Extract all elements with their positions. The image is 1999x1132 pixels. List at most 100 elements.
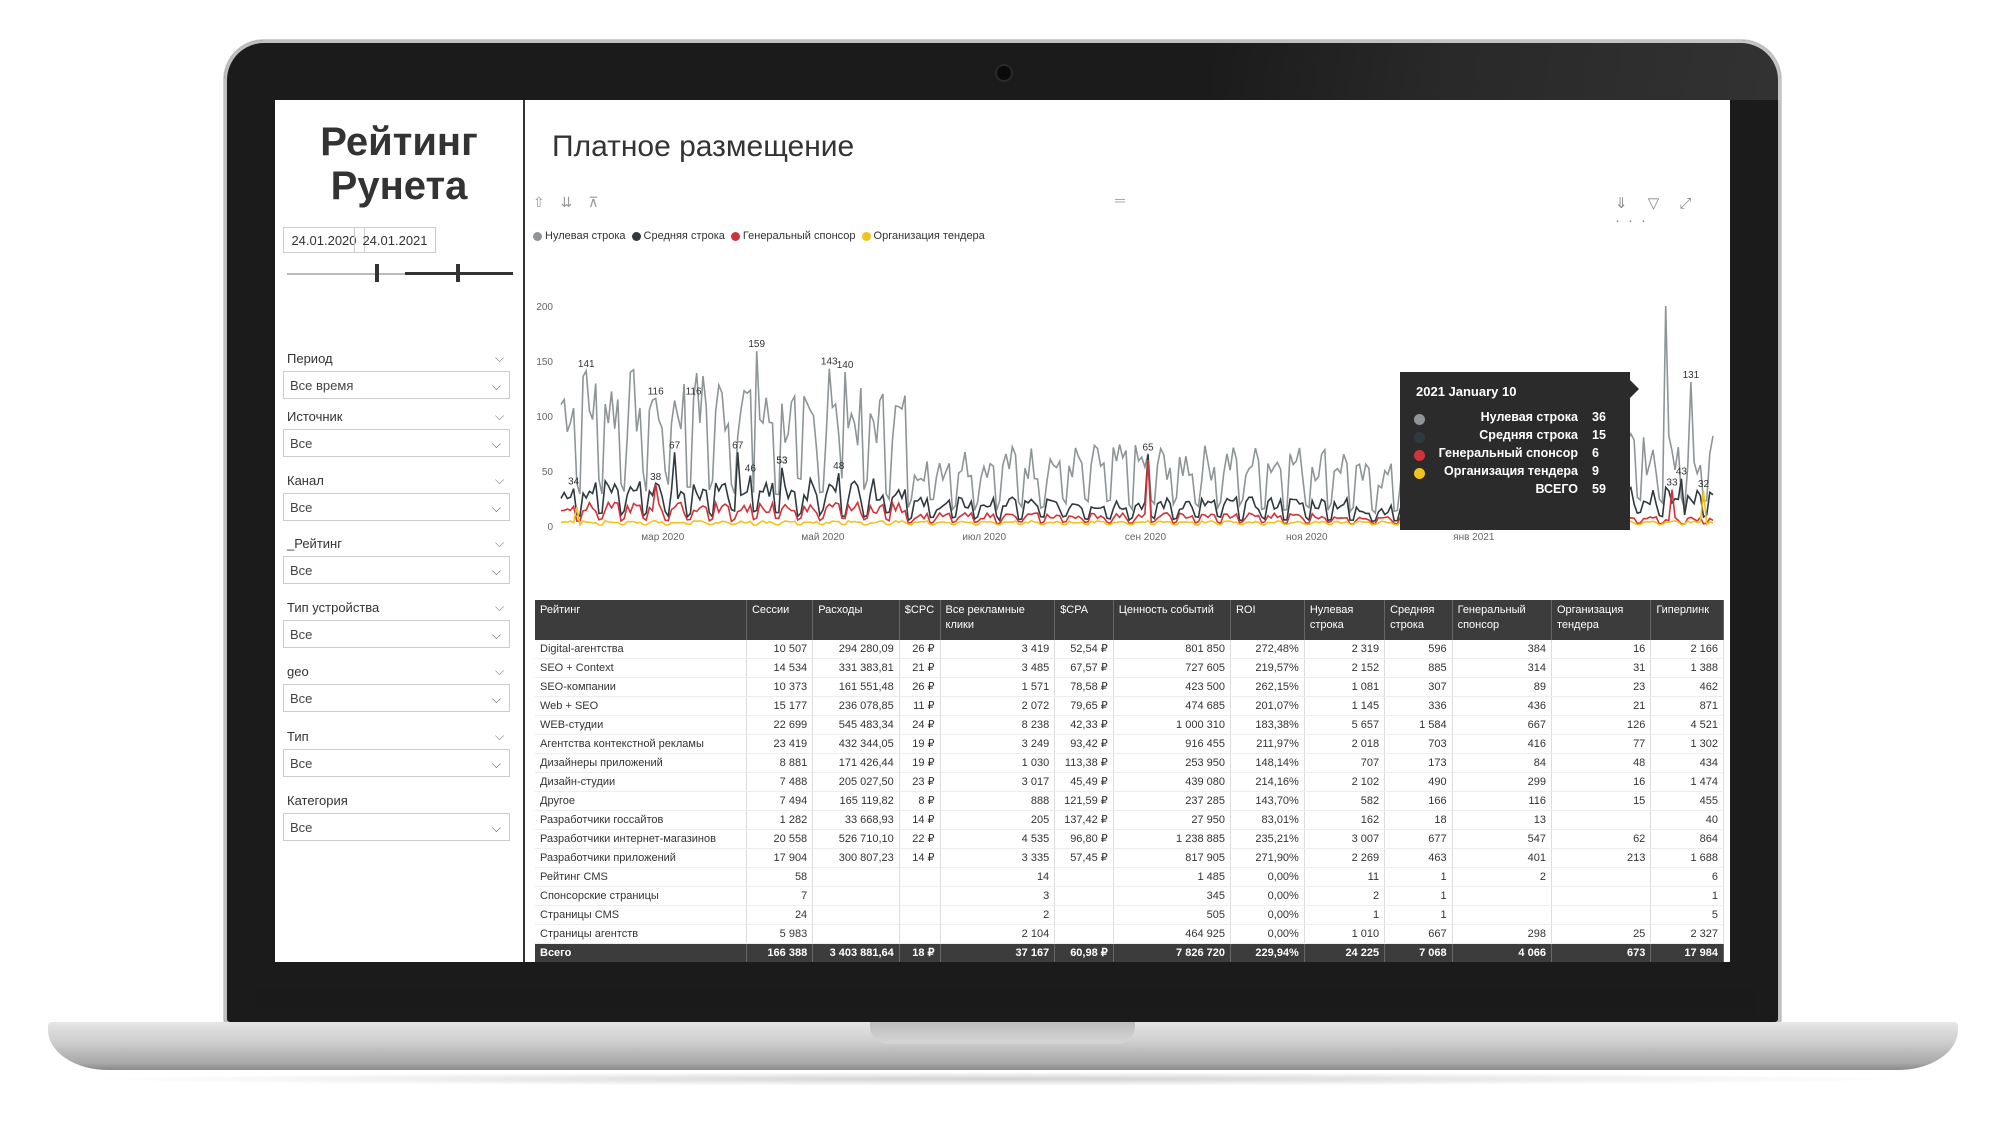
table-row[interactable]: SEO + Context 14 534 331 383,81 21 ₽3 485 67… <box>535 658 1724 678</box>
filter-category-select[interactable]: Все ⌵ <box>283 813 510 841</box>
column-header[interactable]: $CPA <box>1054 600 1114 640</box>
table-cell: 116 <box>1452 791 1552 811</box>
filter-device-value: Все <box>290 627 313 642</box>
date-range-handle-start[interactable] <box>375 264 379 282</box>
chevron-down-icon[interactable]: ⌵ <box>495 409 505 423</box>
filter-period-value: Все время <box>290 378 354 393</box>
date-from-input[interactable]: 24.01.2020 <box>283 227 365 253</box>
column-header[interactable]: Гиперлинк <box>1650 600 1724 640</box>
column-header[interactable]: Нулевая строка <box>1304 600 1386 640</box>
table-cell: 11 <box>1304 867 1386 887</box>
drag-handle-icon[interactable]: ═ <box>1115 192 1125 208</box>
chevron-down-icon[interactable]: ⌵ <box>495 600 505 614</box>
table-cell: 165 119,82 <box>812 791 900 811</box>
table-cell: 45,49 ₽ <box>1054 772 1114 792</box>
chevron-down-icon[interactable]: ⌵ <box>495 664 505 678</box>
chart-legend: Нулевая строка Средняя строка Генеральны… <box>533 230 985 242</box>
column-header[interactable]: Генеральный спонсор <box>1452 600 1552 640</box>
column-header[interactable]: Расходы <box>812 600 900 640</box>
data-label: 140 <box>837 360 854 371</box>
table-row[interactable]: Агентства контекстной рекламы 23 419 432 3… <box>535 734 1724 754</box>
table-cell: 20 558 <box>746 829 814 849</box>
column-header[interactable]: Сессии <box>746 600 814 640</box>
visual-toolbar-right[interactable]: ⇓ ▽ ⤢ ··· <box>1615 195 1700 229</box>
table-row[interactable]: Рейтинг CMS 58 14 1 485 0,00% 11 1 2 6 <box>535 867 1724 887</box>
table-row[interactable]: Дизайнеры приложений 8 881 171 426,44 19 ₽1… <box>535 753 1724 773</box>
filter-rating-select[interactable]: Все ⌵ <box>283 556 510 584</box>
chevron-down-icon[interactable]: ⌵ <box>495 473 505 487</box>
visual-toolbar-left[interactable]: ⇧ ⇊ ⊼ <box>533 194 605 210</box>
table-cell: SEO-компании <box>535 677 747 697</box>
column-header[interactable]: Рейтинг <box>535 600 747 640</box>
total-cell: 7 068 <box>1384 943 1453 962</box>
table-row[interactable]: Дизайн-студии 7 488 205 027,50 23 ₽3 017 45,… <box>535 772 1724 792</box>
table-row[interactable]: Web + SEO 15 177 236 078,85 11 ₽2 072 79,65 … <box>535 696 1724 716</box>
column-header[interactable]: $CPC <box>899 600 941 640</box>
filter-sidebar: Рейтинг Рунета 24.01.2020 24.01.2021 Пер… <box>275 100 525 962</box>
table-row[interactable]: SEO-компании 10 373 161 551,48 26 ₽1 571 78,… <box>535 677 1724 697</box>
filter-source-select[interactable]: Все ⌵ <box>283 429 510 457</box>
total-cell: 37 167 <box>940 943 1056 962</box>
table-cell: SEO + Context <box>535 658 747 678</box>
table-cell: 434 <box>1650 753 1724 773</box>
tooltip-value: 15 <box>1592 428 1606 442</box>
column-header[interactable]: Ценность событий <box>1113 600 1231 640</box>
filter-type-select[interactable]: Все ⌵ <box>283 749 510 777</box>
table-row[interactable]: Страницы CMS 24 2 505 0,00% 1 1 5 <box>535 905 1724 925</box>
legend-item[interactable]: Нулевая строка <box>533 230 626 242</box>
legend-item[interactable]: Организация тендера <box>861 230 985 242</box>
table-cell: 1 000 310 <box>1113 715 1231 735</box>
chevron-down-icon[interactable]: ⌵ <box>495 351 505 365</box>
column-header[interactable]: Организация тендера <box>1551 600 1652 640</box>
filter-source-value: Все <box>290 436 313 451</box>
column-header[interactable]: ROI <box>1230 600 1305 640</box>
filter-period-select[interactable]: Все время ⌵ <box>283 371 510 399</box>
date-range-handle-end[interactable] <box>456 264 460 282</box>
table-row[interactable]: Спонсорские страницы 7 3 345 0,00% 2 1 1 <box>535 886 1724 906</box>
tooltip-date: 2021 January 10 <box>1416 384 1517 399</box>
table-cell: 62 <box>1551 829 1652 849</box>
legend-item[interactable]: Средняя строка <box>631 230 725 242</box>
table-row[interactable]: WEB-студии 22 699 545 483,34 24 ₽8 238 42,33… <box>535 715 1724 735</box>
chevron-down-icon[interactable]: ⌵ <box>495 729 505 743</box>
table-cell: 817 905 <box>1113 848 1231 868</box>
table-row[interactable]: Разработчики интернет-магазинов 20 558 526… <box>535 829 1724 849</box>
table-cell: 1 474 <box>1650 772 1724 792</box>
table-cell: 23 419 <box>746 734 814 754</box>
x-tick-label: сен 2020 <box>1125 532 1167 543</box>
table-cell: 1 571 <box>940 677 1056 697</box>
table-row[interactable]: Digital-агентства 10 507 294 280,09 26 ₽3 4… <box>535 640 1724 659</box>
table-cell: 10 373 <box>746 677 814 697</box>
chevron-down-icon: ⌵ <box>491 564 501 578</box>
data-label: 32 <box>1698 479 1710 490</box>
table-cell: 667 <box>1452 715 1552 735</box>
data-label: 116 <box>686 386 702 397</box>
column-header[interactable]: Средняя строка <box>1384 600 1453 640</box>
table-cell <box>899 867 941 887</box>
table-cell <box>812 924 900 944</box>
table-header-row: Рейтинг Сессии Расходы $CPC Все рекламные кл… <box>535 600 1724 640</box>
table-cell: 5 657 <box>1304 715 1386 735</box>
chevron-down-icon[interactable]: ⌵ <box>495 536 505 550</box>
filter-channel-select[interactable]: Все ⌵ <box>283 493 510 521</box>
table-cell <box>1551 867 1652 887</box>
filter-device-select[interactable]: Все ⌵ <box>283 620 510 648</box>
data-label: 46 <box>745 463 757 474</box>
table-row[interactable]: Разработчики госсайтов 1 282 33 668,93 14 ₽… <box>535 810 1724 830</box>
table-cell: 455 <box>1650 791 1724 811</box>
filter-label-geo: geo <box>287 664 309 679</box>
column-header[interactable]: Все рекламные клики <box>940 600 1056 640</box>
tooltip-name: Генеральный спонсор <box>1438 446 1578 460</box>
date-to-input[interactable]: 24.01.2021 <box>354 227 436 253</box>
table-row[interactable]: Страницы агентств 5 983 2 104 464 925 0,00% 1… <box>535 924 1724 944</box>
legend-swatch <box>533 231 542 241</box>
table-cell: 15 177 <box>746 696 814 716</box>
legend-label: Организация тендера <box>873 230 985 242</box>
table-cell: 7 <box>746 886 814 906</box>
table-row[interactable]: Разработчики приложений 17 904 300 807,23 1… <box>535 848 1724 868</box>
tooltip-row-total: ВСЕГО 59 <box>1414 482 1614 502</box>
table-cell: 48 <box>1551 753 1652 773</box>
table-row[interactable]: Другое 7 494 165 119,82 8 ₽888 121,59 ₽237 2… <box>535 791 1724 811</box>
filter-geo-select[interactable]: Все ⌵ <box>283 684 510 712</box>
legend-item[interactable]: Генеральный спонсор <box>730 230 856 242</box>
